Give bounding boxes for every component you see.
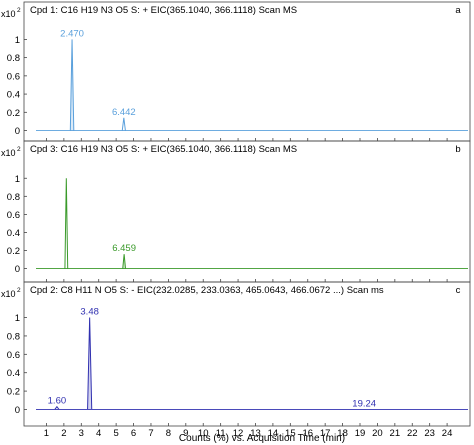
x-tick-label: 11	[216, 428, 226, 439]
y-exponent-label: 2	[17, 287, 21, 294]
x-tick-label: 5	[113, 428, 118, 439]
shared-x-axis: 1 2 3 4 5 6 7 8 9 10 11 12 13 14 15 16 17 18 19 20 21 22 23 24	[44, 428, 453, 439]
y-multiplier-label: x10	[1, 148, 16, 158]
y-tick-label: 0.6	[7, 210, 20, 221]
panel-c: Cpd 2: C8 H11 N O5 S: - EIC(232.0285, 23…	[1, 281, 471, 427]
x-tick-label: 24	[442, 428, 453, 439]
y-tick-label: 0.4	[7, 228, 20, 239]
y-tick-label: 0.8	[7, 53, 20, 64]
x-tick-label: 4	[96, 428, 101, 439]
panel-letter: c	[456, 285, 461, 296]
x-tick-label: 22	[407, 428, 418, 439]
y-tick-label: 0.6	[7, 71, 20, 82]
x-tick-label: 7	[148, 428, 153, 439]
peak-label: 6.442	[112, 107, 136, 118]
x-tick-label: 18	[337, 428, 348, 439]
peak-label: 1.60	[48, 396, 67, 407]
x-tick-label: 13	[250, 428, 261, 439]
y-multiplier-label: x10	[1, 289, 16, 299]
peak-label: 3.48	[80, 307, 99, 318]
peak	[122, 254, 127, 269]
x-tick-label: 12	[233, 428, 244, 439]
panel-title: Cpd 3: C16 H19 N3 O5 S: + EIC(365.1040, …	[30, 144, 297, 155]
panels-group: Cpd 1: C16 H19 N3 O5 S: + EIC(365.1040, …	[1, 1, 471, 427]
x-axis-label: Counts (%) vs. Acquisition Time (min)	[179, 433, 345, 444]
x-tick-label: 17	[320, 428, 331, 439]
panel-frame	[23, 1, 471, 142]
panel-title: Cpd 2: C8 H11 N O5 S: - EIC(232.0285, 23…	[30, 285, 384, 296]
panel-b: Cpd 3: C16 H19 N3 O5 S: + EIC(365.1040, …	[1, 140, 471, 283]
x-tick-label: 1	[44, 428, 49, 439]
peak	[121, 117, 126, 131]
x-tick-label: 19	[355, 428, 366, 439]
y-tick-label: 0.2	[7, 246, 20, 257]
panel-letter: b	[455, 144, 460, 155]
x-tick-label: 3	[79, 428, 84, 439]
peak	[54, 405, 60, 410]
y-tick-label: 0.2	[7, 387, 20, 398]
y-tick-label: 0.4	[7, 90, 20, 101]
x-tick-label: 23	[424, 428, 435, 439]
x-tick-label: 9	[183, 428, 188, 439]
y-tick-label: 0.4	[7, 368, 20, 379]
y-tick-label: 0.8	[7, 192, 20, 203]
y-exponent-label: 2	[17, 7, 21, 14]
y-tick-label: 0	[15, 405, 20, 416]
y-tick-label: 1	[15, 174, 20, 185]
peak-label: 6.459	[112, 243, 136, 254]
x-tick-label: 15	[285, 428, 296, 439]
y-tick-label: 1	[15, 313, 20, 324]
x-tick-label: 6	[131, 428, 136, 439]
panel-title: Cpd 1: C16 H19 N3 O5 S: + EIC(365.1040, …	[30, 5, 297, 16]
peak-label: 2.470	[60, 28, 84, 39]
peak	[87, 317, 93, 410]
y-tick-label: 0	[15, 264, 20, 275]
panel-a: Cpd 1: C16 H19 N3 O5 S: + EIC(365.1040, …	[1, 1, 471, 142]
peak	[64, 178, 69, 269]
y-tick-label: 0	[15, 126, 20, 137]
y-tick-label: 1	[15, 35, 20, 46]
x-tick-label: 14	[268, 428, 279, 439]
peak	[69, 39, 75, 131]
x-tick-label: 8	[166, 428, 171, 439]
y-tick-label: 0.6	[7, 350, 20, 361]
panel-letter: a	[455, 5, 461, 16]
y-multiplier-label: x10	[1, 9, 16, 19]
x-tick-label: 20	[372, 428, 383, 439]
panel-frame	[23, 140, 471, 283]
x-tick-label: 16	[302, 428, 313, 439]
peak-fill	[87, 317, 92, 410]
y-tick-label: 0.8	[7, 331, 20, 342]
y-tick-label: 0.2	[7, 108, 20, 119]
x-tick-label: 21	[390, 428, 401, 439]
x-tick-label: 2	[61, 428, 66, 439]
x-tick-label: 10	[198, 428, 209, 439]
y-exponent-label: 2	[17, 146, 21, 153]
peak-label: 19.24	[352, 398, 376, 409]
